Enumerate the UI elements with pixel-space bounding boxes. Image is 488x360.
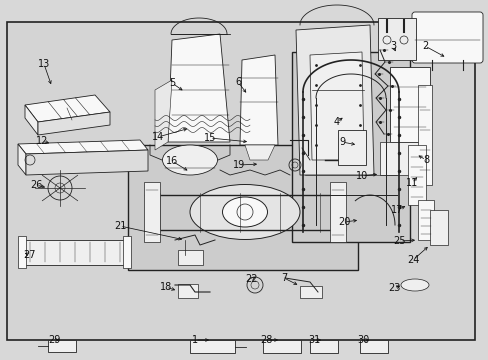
Text: 6: 6	[234, 77, 241, 87]
Text: 25: 25	[393, 236, 406, 246]
Bar	[7, 22, 474, 340]
Bar	[48, 340, 76, 352]
Ellipse shape	[190, 184, 299, 239]
Polygon shape	[26, 150, 148, 175]
Bar	[417, 200, 433, 240]
Bar	[337, 130, 365, 165]
Bar	[178, 250, 203, 265]
Polygon shape	[18, 140, 148, 154]
Text: 2: 2	[421, 41, 427, 51]
Polygon shape	[168, 34, 229, 142]
Bar	[128, 145, 357, 270]
Text: 30: 30	[356, 335, 368, 345]
Text: 5: 5	[168, 78, 175, 88]
Ellipse shape	[400, 279, 428, 291]
Text: 12: 12	[36, 136, 48, 146]
Text: 29: 29	[48, 335, 60, 345]
Bar	[359, 340, 387, 353]
Bar	[299, 286, 321, 298]
Text: 20: 20	[337, 217, 349, 227]
Text: 8: 8	[422, 155, 428, 165]
Bar	[20, 240, 130, 265]
Bar	[407, 145, 425, 205]
Text: 17: 17	[390, 205, 403, 215]
Text: 16: 16	[165, 156, 178, 166]
Text: 15: 15	[203, 133, 216, 143]
Text: 1: 1	[192, 335, 198, 345]
Bar	[123, 236, 131, 268]
Bar	[18, 236, 26, 268]
Bar	[377, 18, 415, 60]
Text: 3: 3	[389, 41, 395, 51]
Bar	[417, 85, 431, 185]
Polygon shape	[309, 52, 363, 160]
Text: 21: 21	[114, 221, 126, 231]
Polygon shape	[38, 112, 110, 135]
Bar	[429, 210, 447, 245]
Bar	[263, 340, 301, 353]
Polygon shape	[18, 144, 26, 175]
Ellipse shape	[222, 197, 267, 227]
Bar	[291, 52, 409, 242]
Text: 27: 27	[24, 250, 36, 260]
Polygon shape	[379, 142, 429, 175]
Text: 26: 26	[30, 180, 42, 190]
Text: 14: 14	[152, 132, 164, 142]
Text: 23: 23	[387, 283, 399, 293]
FancyBboxPatch shape	[411, 12, 482, 63]
Polygon shape	[240, 55, 278, 145]
Ellipse shape	[162, 145, 217, 175]
Bar	[143, 182, 160, 242]
Text: 11: 11	[405, 178, 417, 188]
Text: 31: 31	[307, 335, 320, 345]
Text: 7: 7	[280, 273, 286, 283]
Bar	[309, 340, 337, 353]
Polygon shape	[155, 80, 172, 150]
Polygon shape	[244, 145, 274, 160]
Text: 4: 4	[333, 117, 339, 127]
Bar	[178, 284, 198, 298]
Polygon shape	[25, 95, 110, 122]
Text: 19: 19	[232, 160, 244, 170]
Bar	[329, 182, 346, 242]
Polygon shape	[25, 105, 38, 135]
Polygon shape	[295, 25, 373, 175]
Bar	[389, 67, 429, 142]
Text: 28: 28	[259, 335, 272, 345]
Text: 18: 18	[160, 282, 172, 292]
Text: 9: 9	[338, 137, 345, 147]
Text: 13: 13	[38, 59, 50, 69]
Text: 24: 24	[406, 255, 418, 265]
Bar	[190, 340, 235, 353]
Text: 22: 22	[245, 274, 258, 284]
Text: 10: 10	[355, 171, 367, 181]
